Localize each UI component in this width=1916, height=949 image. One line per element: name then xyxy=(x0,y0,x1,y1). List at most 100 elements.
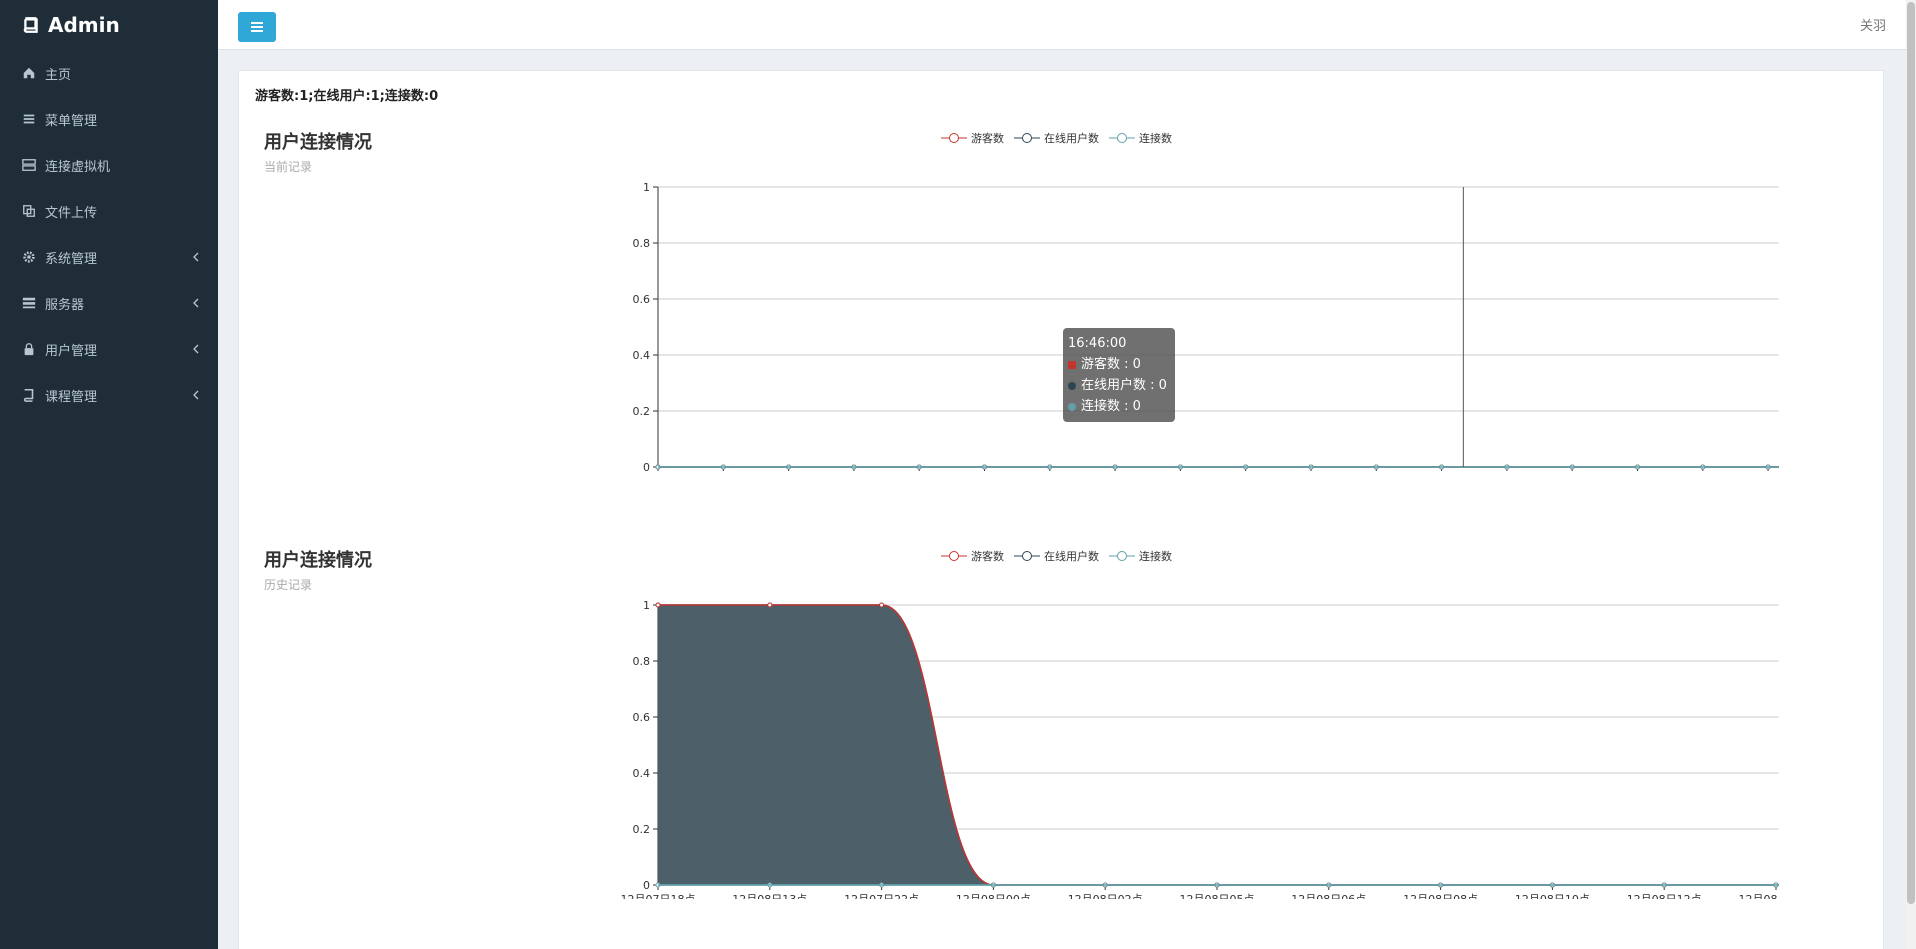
visitor-dot-icon xyxy=(1068,360,1076,369)
server-icon xyxy=(22,159,36,171)
chart1-tooltip: 16:46:00 游客数 : 0 在线用户数 : 0 连接数 : 0 xyxy=(1063,328,1175,422)
chevron-left-icon xyxy=(193,298,199,308)
y-tick-label: 1 xyxy=(643,181,650,194)
chart2-legend: 游客数 在线用户数 连接数 xyxy=(941,548,1182,564)
chevron-left-icon xyxy=(193,390,199,400)
sidebar-item-5[interactable]: 服务器 xyxy=(0,280,218,326)
legend-label: 在线用户数 xyxy=(1044,132,1099,145)
series-area xyxy=(658,466,1779,467)
series-area xyxy=(658,605,1779,885)
lock-icon xyxy=(24,343,34,356)
legend-marker-icon xyxy=(1109,551,1135,561)
y-tick-label: 0 xyxy=(643,461,650,471)
chart1-subtitle: 当前记录 xyxy=(264,160,313,174)
y-tick-label: 0.2 xyxy=(633,405,651,418)
x-tick-label: 12月08日06点 xyxy=(1291,893,1366,899)
legend-marker-icon xyxy=(941,133,967,143)
sidebar-item-label: 系统管理 xyxy=(45,251,98,267)
tooltip-row-online: 在线用户数 : 0 xyxy=(1068,375,1170,396)
y-tick-label: 0.4 xyxy=(633,349,651,362)
home-icon xyxy=(23,67,35,79)
legend-item[interactable]: 游客数 xyxy=(941,130,1004,146)
chevron-left-icon xyxy=(193,252,199,262)
legend-item[interactable]: 游客数 xyxy=(941,548,1004,564)
sidebar-item-label: 文件上传 xyxy=(45,205,98,221)
tooltip-row-visitor: 游客数 : 0 xyxy=(1068,354,1170,375)
menu-icon xyxy=(251,22,263,32)
sidebar-item-label: 菜单管理 xyxy=(45,113,98,129)
legend-item[interactable]: 在线用户数 xyxy=(1014,130,1099,146)
book-icon xyxy=(23,388,34,402)
sidebar-item-label: 连接虚拟机 xyxy=(45,159,111,175)
brand[interactable]: Admin xyxy=(0,0,218,50)
data-point[interactable] xyxy=(879,602,885,608)
tooltip-time: 16:46:00 xyxy=(1068,336,1127,351)
sidebar-item-4[interactable]: 系统管理 xyxy=(0,234,218,280)
data-point[interactable] xyxy=(767,602,773,608)
tooltip-visitor-text: 游客数 : 0 xyxy=(1081,357,1141,372)
chevron-left-icon xyxy=(193,344,199,354)
connection-dot-icon xyxy=(1068,402,1076,411)
legend-marker-icon xyxy=(941,551,967,561)
tooltip-row-connection: 连接数 : 0 xyxy=(1068,396,1170,417)
legend-label: 在线用户数 xyxy=(1044,550,1099,563)
tooltip-online-text: 在线用户数 : 0 xyxy=(1081,378,1167,393)
gear-icon xyxy=(23,251,35,263)
tasks-icon xyxy=(22,297,36,309)
x-tick-label: 12月08日14点 xyxy=(1739,893,1780,899)
sidebar-item-3[interactable]: 文件上传 xyxy=(0,188,218,234)
x-tick-label: 12月08日08点 xyxy=(1403,893,1478,899)
sidebar-toggle-button[interactable] xyxy=(238,12,276,42)
chart1-legend: 游客数 在线用户数 连接数 xyxy=(941,130,1182,146)
sidebar-item-label: 主页 xyxy=(45,67,72,83)
legend-item[interactable]: 在线用户数 xyxy=(1014,548,1099,564)
legend-marker-icon xyxy=(1014,133,1040,143)
scroll-thumb[interactable] xyxy=(1907,2,1915,904)
sidebar-item-6[interactable]: 用户管理 xyxy=(0,326,218,372)
x-tick-label: 12月07日22点 xyxy=(844,893,919,899)
x-tick-label: 12月08日13点 xyxy=(732,893,807,899)
series-line[interactable] xyxy=(658,187,1779,468)
chart2-title: 用户连接情况 xyxy=(264,550,372,571)
x-tick-label: 12月08日12点 xyxy=(1627,893,1702,899)
y-tick-label: 0.2 xyxy=(633,823,651,836)
book-icon xyxy=(23,17,38,33)
copy-icon xyxy=(23,205,35,217)
legend-label: 连接数 xyxy=(1139,550,1172,563)
list-icon xyxy=(23,114,35,124)
sidebar-item-1[interactable]: 菜单管理 xyxy=(0,96,218,142)
tooltip-connection-text: 连接数 : 0 xyxy=(1081,399,1141,414)
sidebar-item-label: 课程管理 xyxy=(45,389,98,405)
scrollbar[interactable] xyxy=(1906,0,1916,949)
legend-item[interactable]: 连接数 xyxy=(1109,548,1172,564)
y-tick-label: 0 xyxy=(643,879,650,892)
x-tick-label: 12月08日05点 xyxy=(1180,893,1255,899)
sidebar-item-2[interactable]: 连接虚拟机 xyxy=(0,142,218,188)
top-bar: 关羽 xyxy=(218,0,1916,50)
chart1-title: 用户连接情况 xyxy=(264,132,372,153)
y-tick-label: 0.8 xyxy=(633,655,651,668)
legend-item[interactable]: 连接数 xyxy=(1109,130,1172,146)
sidebar-menu: 主页菜单管理连接虚拟机文件上传系统管理服务器用户管理课程管理 xyxy=(0,50,218,418)
chart1-plot[interactable]: 00.20.40.60.8116:09:0016:12:0016:15:0016… xyxy=(339,171,1779,471)
series-line[interactable] xyxy=(658,187,1779,468)
y-tick-label: 1 xyxy=(643,599,650,612)
chart2-plot[interactable]: 0 0.2 0.4 0.6 0.8 1 12月07日18点 12月08日13点 12月07日22… xyxy=(339,589,1779,899)
legend-marker-icon xyxy=(1014,551,1040,561)
sidebar-item-label: 服务器 xyxy=(45,297,85,313)
legend-label: 游客数 xyxy=(971,132,1004,145)
series-area xyxy=(658,466,1779,467)
x-tick-label: 12月08日02点 xyxy=(1068,893,1143,899)
data-point[interactable] xyxy=(655,602,661,608)
x-tick-label: 12月08日10点 xyxy=(1515,893,1590,899)
sidebar-item-7[interactable]: 课程管理 xyxy=(0,372,218,418)
sidebar-item-0[interactable]: 主页 xyxy=(0,50,218,96)
chart2-subtitle: 历史记录 xyxy=(264,578,313,592)
user-menu[interactable]: 关羽 xyxy=(1859,19,1886,34)
brand-title: Admin xyxy=(48,13,120,37)
x-tick-label: 12月07日18点 xyxy=(621,893,696,899)
y-tick-label: 0.6 xyxy=(633,293,651,306)
online-dot-icon xyxy=(1068,381,1076,390)
legend-label: 连接数 xyxy=(1139,132,1172,145)
legend-marker-icon xyxy=(1109,133,1135,143)
